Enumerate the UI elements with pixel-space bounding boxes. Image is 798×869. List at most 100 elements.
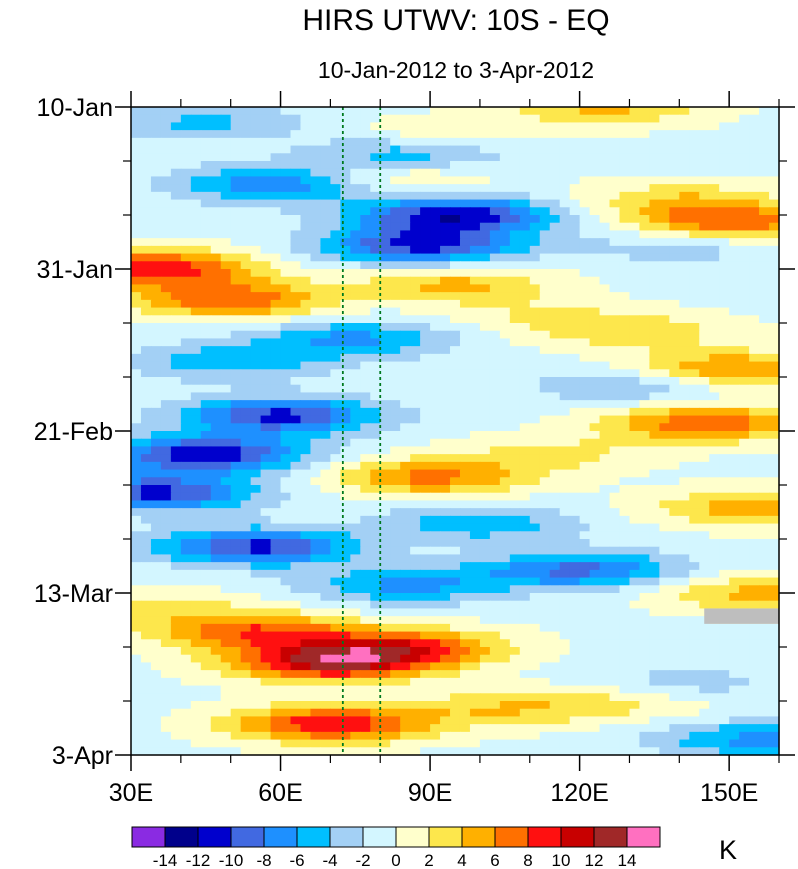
heatmap-cell [330, 469, 341, 478]
heatmap-cell [131, 161, 142, 170]
heatmap-cell [310, 122, 322, 131]
heatmap-cell [170, 531, 182, 540]
heatmap-cell [599, 508, 611, 517]
heatmap-cell [400, 654, 411, 664]
heatmap-cell [509, 531, 521, 540]
heatmap-cell [260, 307, 272, 316]
heatmap-cell [440, 654, 451, 664]
heatmap-cell [549, 215, 561, 224]
heatmap-cell [569, 423, 581, 432]
heatmap-cell [250, 238, 262, 247]
heatmap-cell [230, 191, 242, 201]
heatmap-cell [180, 515, 192, 525]
heatmap-cell [489, 330, 501, 340]
heatmap-cell [410, 631, 421, 640]
heatmap-cell [270, 438, 282, 448]
heatmap-cell [589, 554, 601, 563]
heatmap-cell [430, 176, 441, 185]
heatmap-cell [170, 299, 182, 309]
heatmap-cell [739, 207, 750, 216]
heatmap-cell [350, 631, 361, 640]
heatmap-cell [330, 384, 341, 394]
heatmap-cell [170, 569, 182, 579]
heatmap-cell [639, 539, 650, 548]
heatmap-cell [240, 330, 252, 340]
heatmap-cell [360, 616, 371, 625]
heatmap-cell [131, 407, 142, 417]
heatmap-cell [190, 477, 202, 486]
heatmap-cell [131, 299, 142, 309]
heatmap-cell [290, 585, 302, 594]
heatmap-cell [759, 647, 770, 656]
heatmap-cell [400, 523, 411, 532]
heatmap-cell [549, 593, 561, 602]
heatmap-cell [489, 253, 501, 262]
heatmap-cell [370, 130, 381, 139]
heatmap-cell [320, 130, 331, 139]
heatmap-cell [609, 685, 621, 694]
heatmap-cell [180, 585, 192, 594]
heatmap-cell [220, 184, 232, 193]
heatmap-cell [290, 515, 302, 525]
heatmap-cell [599, 485, 611, 494]
heatmap-cell [489, 577, 501, 586]
heatmap-cell [699, 315, 710, 324]
heatmap-cell [290, 307, 302, 316]
heatmap-cell [519, 191, 531, 201]
heatmap-cell [150, 446, 162, 455]
heatmap-cell [370, 454, 381, 463]
heatmap-cell [559, 153, 571, 162]
heatmap-cell [380, 207, 391, 216]
heatmap-cell [489, 647, 501, 656]
heatmap-cell [290, 176, 302, 185]
heatmap-cell [639, 693, 650, 702]
heatmap-cell [719, 631, 730, 640]
heatmap-cell [190, 307, 202, 316]
heatmap-cell [579, 384, 591, 394]
heatmap-cell [609, 438, 621, 448]
heatmap-cell [270, 176, 282, 185]
heatmap-cell [609, 145, 621, 154]
heatmap-cell [629, 446, 641, 455]
heatmap-cell [459, 361, 471, 370]
heatmap-cell [290, 191, 302, 201]
heatmap-cell [200, 654, 212, 664]
heatmap-cell [450, 600, 461, 610]
heatmap-cell [729, 153, 740, 162]
heatmap-cell [569, 546, 581, 556]
heatmap-cell [210, 323, 222, 332]
heatmap-cell [140, 330, 152, 340]
heatmap-cell [370, 608, 381, 617]
heatmap-cell [280, 431, 292, 440]
heatmap-cell [609, 353, 621, 363]
heatmap-cell [370, 215, 381, 224]
heatmap-cell [609, 415, 621, 424]
heatmap-cell [450, 431, 461, 440]
heatmap-cell [629, 330, 641, 340]
heatmap-cell [270, 338, 282, 347]
heatmap-cell [320, 315, 331, 324]
heatmap-cell [320, 554, 331, 563]
heatmap-cell [350, 523, 361, 532]
heatmap-cell [649, 623, 660, 633]
heatmap-cell [509, 562, 521, 571]
heatmap-cell [529, 539, 541, 548]
heatmap-cell [160, 438, 172, 448]
heatmap-cell [340, 392, 351, 401]
heatmap-cell [759, 338, 770, 347]
heatmap-cell [260, 631, 272, 640]
heatmap-cell [410, 330, 421, 340]
heatmap-cell [260, 623, 272, 633]
heatmap-cell [390, 639, 401, 648]
heatmap-cell [589, 492, 601, 502]
heatmap-cell [769, 191, 780, 201]
heatmap-cell [230, 454, 242, 463]
heatmap-cell [709, 461, 720, 471]
heatmap-cell [659, 693, 670, 702]
heatmap-cell [489, 554, 501, 563]
heatmap-cell [459, 330, 471, 340]
heatmap-cell [539, 361, 551, 370]
heatmap-cell [689, 585, 700, 594]
heatmap-cell [230, 415, 242, 424]
heatmap-cell [150, 168, 162, 178]
